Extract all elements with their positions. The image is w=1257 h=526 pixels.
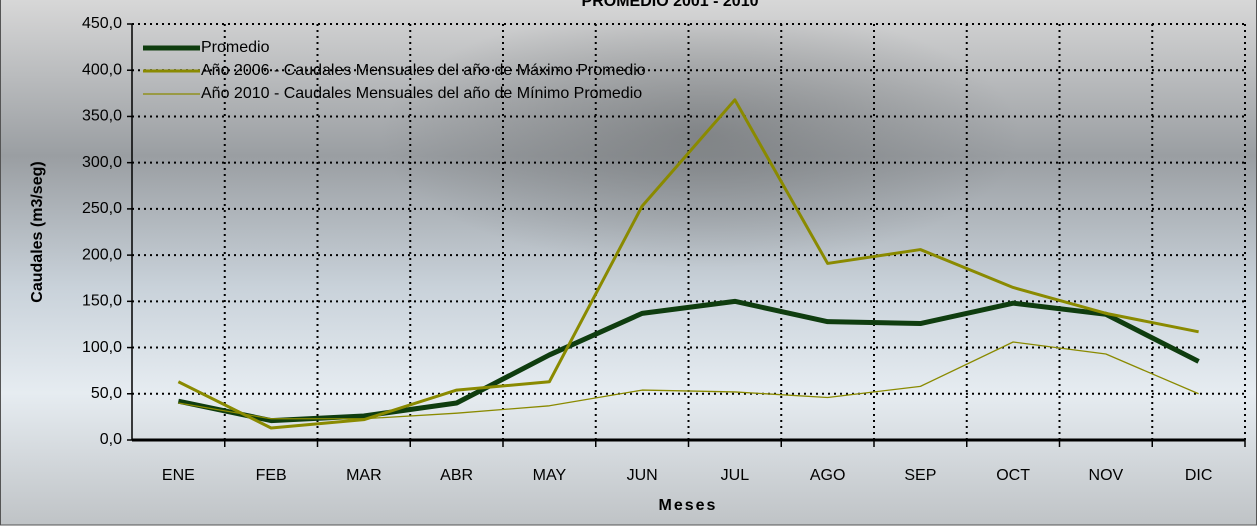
y-tick-label: 250,0 <box>82 200 122 217</box>
x-tick-label: ABR <box>440 467 473 484</box>
x-axis-label: Meses <box>659 497 718 514</box>
y-tick-label: 0,0 <box>100 431 122 448</box>
chart-title: PROMEDIO 2001 - 2010 <box>582 0 759 10</box>
x-tick-label: DIC <box>1185 467 1213 484</box>
y-tick-label: 300,0 <box>82 154 122 171</box>
series-line <box>178 341 1199 420</box>
legend-label: Promedio <box>201 39 270 56</box>
x-tick-label: ENE <box>162 467 195 484</box>
x-tick-label: JUL <box>721 467 750 484</box>
y-tick-label: 200,0 <box>82 246 122 263</box>
legend-label: Año 2006 - Caudales Mensuales del año de… <box>201 62 646 79</box>
x-tick-label: JUN <box>627 467 658 484</box>
y-tick-label: 50,0 <box>91 385 122 402</box>
x-tick-label: FEB <box>256 467 287 484</box>
series-line <box>177 98 1199 430</box>
y-tick-label: 350,0 <box>82 108 122 125</box>
x-tick-label: MAY <box>533 467 567 484</box>
x-tick-label: OCT <box>996 467 1030 484</box>
y-tick-label: 400,0 <box>82 61 122 78</box>
x-tick-label: SEP <box>904 467 936 484</box>
series-line <box>177 298 1200 424</box>
x-tick-label: NOV <box>1089 467 1124 484</box>
y-tick-label: 450,0 <box>82 15 122 32</box>
y-tick-label: 100,0 <box>82 339 122 356</box>
y-axis-label: Caudales (m3/seg) <box>29 161 46 302</box>
x-tick-label: AGO <box>810 467 846 484</box>
x-tick-label: MAR <box>346 467 382 484</box>
legend-label: Año 2010 - Caudales Mensuales del año de… <box>201 85 642 102</box>
y-tick-label: 150,0 <box>82 293 122 310</box>
